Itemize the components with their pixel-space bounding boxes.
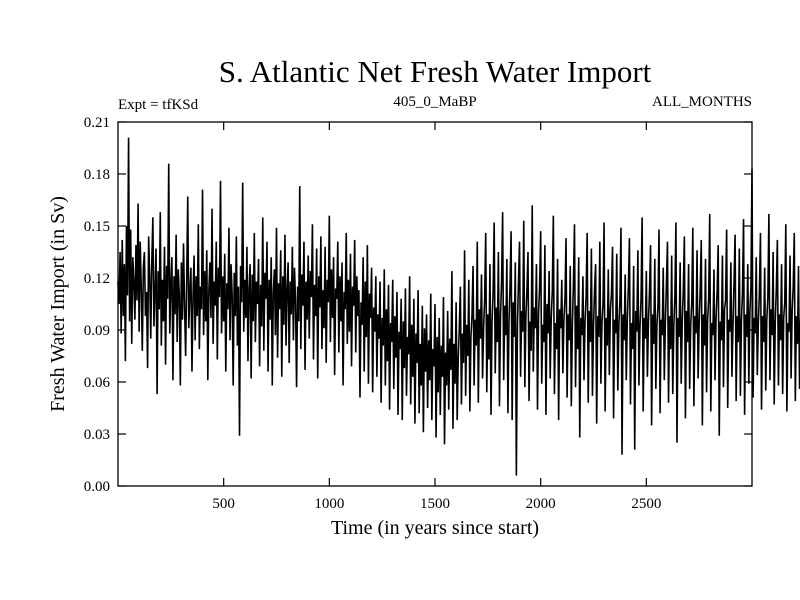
- y-tick-label: 0.18: [84, 167, 110, 183]
- x-tick-label: 2500: [631, 496, 661, 512]
- y-tick-label: 0.15: [84, 219, 110, 235]
- experiment-label: Expt = tfKSd: [118, 97, 199, 113]
- y-tick-label: 0.21: [84, 115, 110, 131]
- y-tick-label: 0.03: [84, 427, 110, 443]
- x-tick-label: 1000: [314, 496, 344, 512]
- y-axis: 0.00 0.03 0.06 0.09 0.12 0.15 0.18 0.21: [84, 115, 752, 495]
- y-tick-label: 0.09: [84, 323, 110, 339]
- plot-area: [117, 137, 800, 476]
- x-tick-label: 500: [212, 496, 235, 512]
- months-label: ALL_MONTHS: [652, 94, 752, 110]
- y-axis-label: Fresh Water Import (in Sv): [47, 196, 69, 412]
- period-label: 405_0_MaBP: [393, 94, 476, 110]
- x-tick-label: 2000: [526, 496, 556, 512]
- chart-title: S. Atlantic Net Fresh Water Import: [219, 54, 652, 89]
- y-tick-label: 0.00: [84, 479, 110, 495]
- x-tick-label: 1500: [420, 496, 450, 512]
- x-axis-label: Time (in years since start): [331, 517, 539, 539]
- y-tick-label: 0.06: [84, 375, 111, 391]
- y-tick-label: 0.12: [84, 271, 110, 287]
- x-axis: 500 1000 1500 2000 2500: [212, 122, 661, 512]
- series-line: [117, 137, 800, 476]
